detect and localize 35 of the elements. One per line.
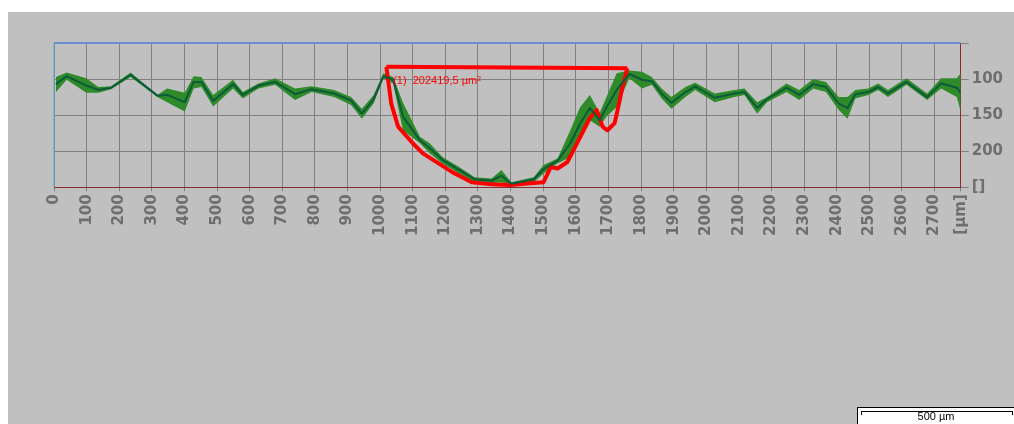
x-tick-label: 2100 [728,194,747,236]
y-tick-label: [] [971,177,986,196]
y-tick-label: 150 [971,105,1003,124]
x-tick-label: 2300 [794,194,813,236]
x-tick-label: 1100 [402,194,421,236]
x-tick-label: 2000 [696,194,715,236]
x-tick-label: 500 [206,194,225,226]
x-tick-label: 2500 [859,194,878,236]
x-tick-label: 1200 [435,194,454,236]
scale-bar: 500 µm [857,407,1014,424]
x-tick-label: 1700 [598,194,617,236]
x-tick-label: 2400 [826,194,845,236]
x-tick-label: 300 [141,194,160,226]
x-tick-label: 400 [174,194,193,226]
x-tick-label: 1900 [663,194,682,236]
x-tick-label: 200 [109,194,128,226]
x-tick-label: 0 [43,194,62,205]
x-tick-label: 700 [272,194,291,226]
x-tick-label: 1000 [370,194,389,236]
y-tick-label: 200 [971,141,1003,160]
annotation: (1) 202419,5 µm² [393,74,482,87]
x-tick-label: 1300 [467,194,486,236]
x-tick-label: 1400 [500,194,519,236]
y-tick-label: 100 [971,68,1003,87]
x-tick-label: 1500 [533,194,552,236]
x-tick-label: [µm] [950,194,969,235]
x-tick-label: 2200 [761,194,780,236]
x-tick-label: 900 [337,194,356,226]
x-tick-label: 800 [304,194,323,226]
x-tick-label: 100 [76,194,95,226]
x-tick-label: 1800 [630,194,649,236]
x-tick-label: 2700 [924,194,943,236]
x-tick-label: 1600 [565,194,584,236]
x-tick-label: 2600 [891,194,910,236]
x-tick-label: 600 [239,194,258,226]
